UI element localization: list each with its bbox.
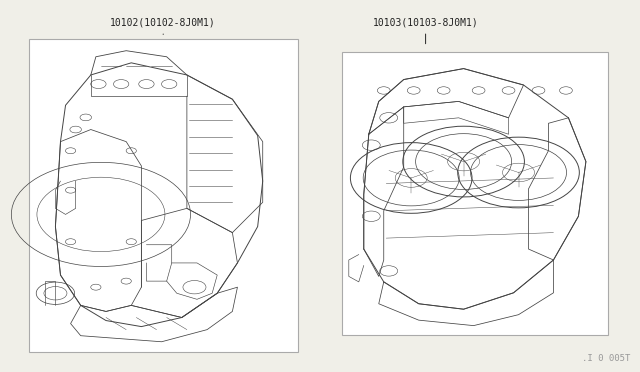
Text: 10103(10103-8J0M1): 10103(10103-8J0M1) bbox=[372, 18, 479, 28]
Bar bbox=[342, 52, 608, 335]
Text: 10102(10102-8J0M1): 10102(10102-8J0M1) bbox=[110, 18, 216, 28]
Bar bbox=[29, 39, 298, 352]
Text: .I 0 005T: .I 0 005T bbox=[582, 354, 630, 363]
